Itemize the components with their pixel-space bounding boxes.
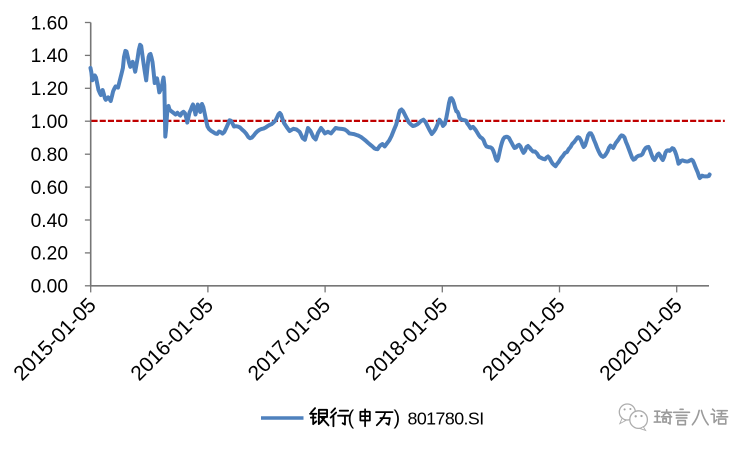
svg-text:1.40: 1.40 (31, 46, 68, 67)
svg-text:0.80: 0.80 (31, 145, 68, 166)
svg-text:0.20: 0.20 (31, 244, 68, 265)
svg-text:(: ( (348, 407, 355, 429)
svg-text:1.60: 1.60 (31, 13, 68, 34)
svg-text:0.00: 0.00 (31, 277, 68, 298)
svg-text:): ) (394, 407, 401, 429)
svg-text:0.60: 0.60 (31, 178, 68, 199)
svg-text:0.40: 0.40 (31, 211, 68, 232)
svg-text:1.00: 1.00 (31, 112, 68, 133)
svg-text:1.20: 1.20 (31, 79, 68, 100)
svg-text:801780.SI: 801780.SI (408, 408, 484, 428)
